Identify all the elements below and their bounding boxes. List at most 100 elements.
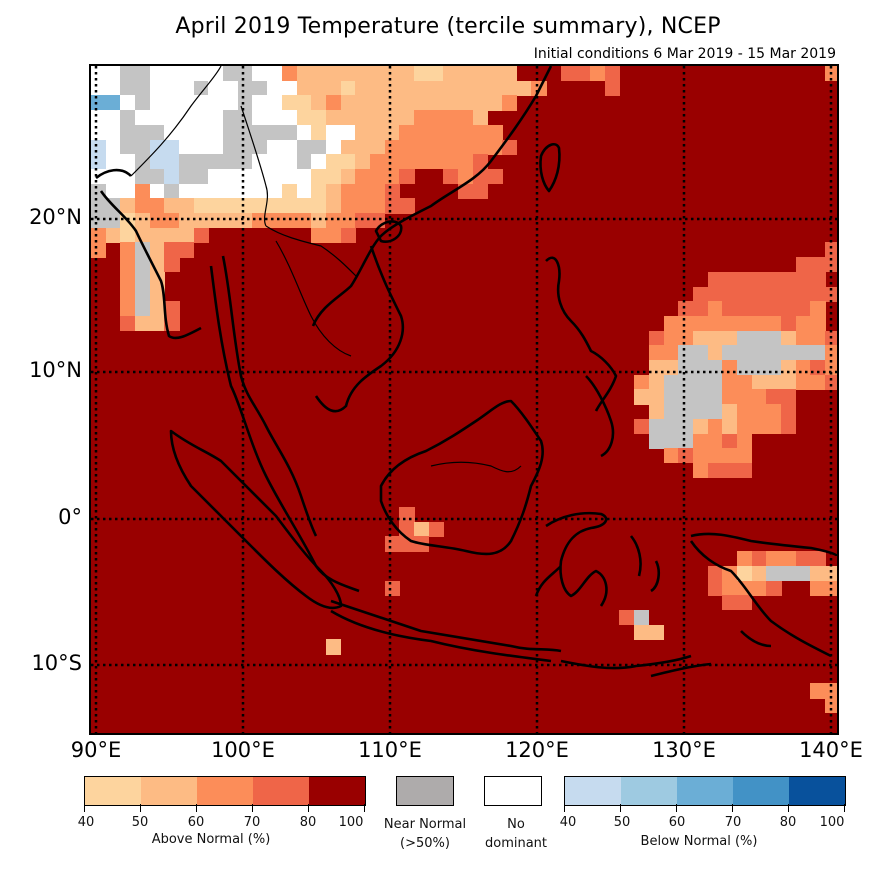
grid-cell xyxy=(707,330,723,346)
grid-cell xyxy=(810,580,826,596)
grid-cell xyxy=(795,271,811,288)
grid-cell xyxy=(340,154,356,170)
grid-cell xyxy=(120,154,136,170)
grid-cell xyxy=(193,124,210,141)
grid-cell xyxy=(707,389,723,405)
grid-cell xyxy=(223,139,239,155)
grid-cell xyxy=(384,80,400,96)
below-normal-title: Below Normal (%) xyxy=(640,834,758,849)
grid-cell xyxy=(399,80,415,96)
grid-cell xyxy=(340,66,356,82)
grid-cell xyxy=(384,154,400,170)
grid-cell xyxy=(472,110,488,126)
grid-cell xyxy=(736,595,753,611)
grid-cell xyxy=(325,639,342,655)
grid-cell xyxy=(692,462,709,479)
grid-cell xyxy=(443,110,459,126)
grid-cell xyxy=(766,330,782,346)
grid-cell xyxy=(399,110,415,126)
grid-cell xyxy=(678,301,694,317)
grid-cell xyxy=(384,110,400,126)
grid-cell xyxy=(736,301,753,317)
grid-cell xyxy=(296,80,312,96)
grid-cell xyxy=(296,124,312,141)
grid-cell xyxy=(311,198,327,214)
grid-cell xyxy=(707,448,723,464)
grid-cell xyxy=(443,168,459,185)
grid-cell xyxy=(267,66,283,82)
grid-cell xyxy=(736,418,753,435)
grid-cell xyxy=(443,139,459,155)
grid-cell xyxy=(825,374,837,390)
grid-cell xyxy=(648,360,665,376)
grid-cell xyxy=(311,80,327,96)
grid-cell xyxy=(399,521,415,537)
no-dominant-label-line1: No xyxy=(507,817,525,832)
grid-cell xyxy=(135,315,151,332)
below-tick-label: 60 xyxy=(668,815,686,830)
grid-cell xyxy=(193,183,210,199)
grid-cell xyxy=(736,345,753,361)
grid-cell xyxy=(678,433,694,449)
grid-cell xyxy=(487,124,503,141)
grid-cell xyxy=(678,389,694,405)
grid-cell xyxy=(208,154,224,170)
grid-cell xyxy=(502,95,518,111)
grid-cell xyxy=(707,418,723,435)
tick xyxy=(732,804,733,812)
grid-cell xyxy=(692,315,709,332)
grid-cell xyxy=(105,154,121,170)
grid-cell xyxy=(692,286,709,302)
grid-cell xyxy=(135,257,151,273)
tick xyxy=(564,804,565,812)
grid-cell xyxy=(443,80,459,96)
borders xyxy=(130,66,522,473)
grid-cell xyxy=(795,345,811,361)
grid-cell xyxy=(780,271,797,288)
grid-cell xyxy=(707,271,723,288)
grid-cell xyxy=(707,301,723,317)
grid-cell xyxy=(296,198,312,214)
grid-cell xyxy=(810,345,826,361)
grid-cell xyxy=(252,66,268,82)
grid-cell xyxy=(384,198,400,214)
grid-cell xyxy=(281,168,298,185)
above-tick-label: 100 xyxy=(338,815,364,830)
grid-cell xyxy=(810,374,826,390)
no-dominant-label: No dominant xyxy=(485,815,547,853)
grid-cell xyxy=(208,139,224,155)
above-normal-title: Above Normal (%) xyxy=(151,832,271,847)
grid-cell xyxy=(311,213,327,229)
grid-cell xyxy=(281,124,298,141)
grid-cell xyxy=(413,66,430,82)
grid-cell xyxy=(369,198,386,214)
grid-cell xyxy=(355,124,371,141)
grid-cell xyxy=(736,374,753,390)
grid-cell xyxy=(751,580,767,596)
grid-cell xyxy=(810,360,826,376)
grid-cell xyxy=(149,315,165,332)
grid-cell xyxy=(472,139,488,155)
tick xyxy=(84,804,85,812)
coastlines xyxy=(95,66,837,678)
grid-cell xyxy=(149,139,165,155)
grid-cell xyxy=(458,66,474,82)
grid-cell xyxy=(736,551,753,567)
grid-cell xyxy=(634,609,650,626)
grid-cell xyxy=(780,404,797,420)
grid-cell xyxy=(105,183,121,199)
grid-cell xyxy=(164,154,180,170)
grid-cell xyxy=(325,66,342,82)
grid-cell xyxy=(487,80,503,96)
grid-cell xyxy=(766,389,782,405)
grid-cell xyxy=(120,271,136,288)
grid-cell xyxy=(399,168,415,185)
grid-cell xyxy=(736,286,753,302)
grid-cell xyxy=(413,80,430,96)
grid-cell xyxy=(135,124,151,141)
grid-cell xyxy=(179,80,195,96)
grid-cell xyxy=(369,95,386,111)
grid-cell xyxy=(384,66,400,82)
grid-cell xyxy=(384,95,400,111)
grid-cell xyxy=(91,66,107,82)
